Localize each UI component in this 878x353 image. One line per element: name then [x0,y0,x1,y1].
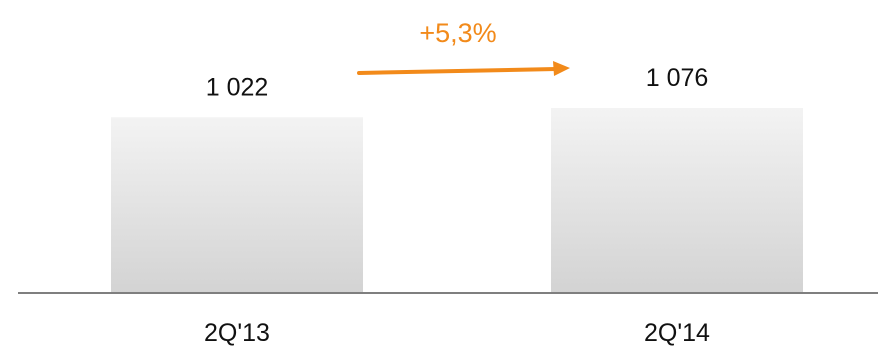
value-label-1: 1 076 [646,64,709,92]
bar-1 [551,108,803,293]
category-label-1: 2Q'14 [644,319,710,347]
growth-annotation: +5,3% [357,18,570,76]
bar-0 [111,117,363,293]
growth-label: +5,3% [419,18,496,48]
category-label-0: 2Q'13 [204,319,270,347]
value-label-0: 1 022 [206,73,269,101]
growth-arrow-head [553,61,570,76]
growth-arrow-line [357,67,558,75]
